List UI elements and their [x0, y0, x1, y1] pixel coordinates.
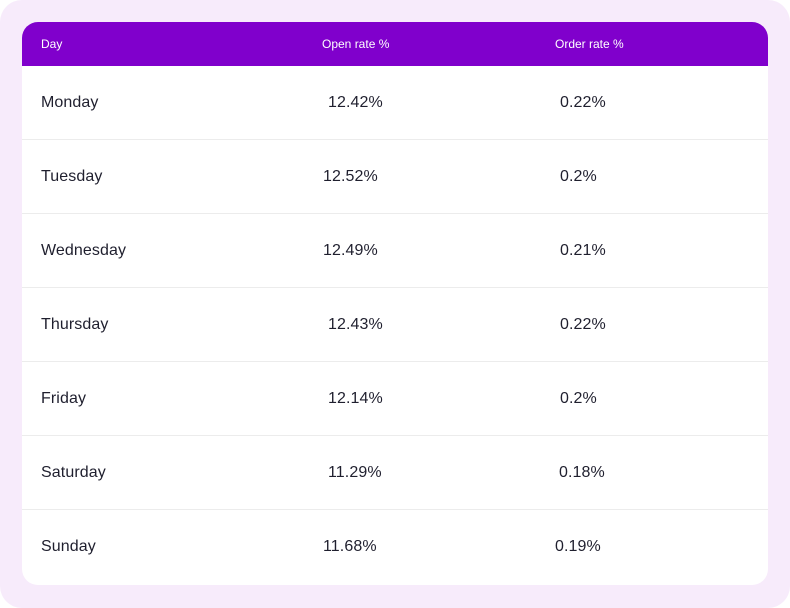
data-table: Day Open rate % Order rate % Monday 12.4… [22, 22, 768, 585]
order-rate-cell: 0.22% [560, 94, 606, 111]
order-rate-cell: 0.2% [560, 390, 597, 407]
table-row: Wednesday 12.49% 0.21% [22, 214, 768, 288]
order-rate-cell: 0.22% [560, 316, 606, 333]
table-row: Thursday 12.43% 0.22% [22, 288, 768, 362]
table-row: Tuesday 12.52% 0.2% [22, 140, 768, 214]
open-rate-cell: 12.49% [323, 242, 378, 259]
order-rate-cell: 0.19% [555, 538, 601, 555]
table-body: Monday 12.42% 0.22% Tuesday 12.52% 0.2% … [22, 66, 768, 584]
day-cell: Monday [41, 94, 99, 111]
day-cell: Friday [41, 390, 87, 407]
table-row: Friday 12.14% 0.2% [22, 362, 768, 436]
column-header-open-rate[interactable]: Open rate % [322, 37, 390, 51]
day-cell: Tuesday [41, 168, 103, 185]
open-rate-cell: 12.14% [328, 390, 383, 407]
open-rate-cell: 11.68% [323, 538, 377, 555]
order-rate-cell: 0.18% [559, 464, 605, 481]
column-header-day[interactable]: Day [41, 37, 63, 51]
day-cell: Thursday [41, 316, 109, 333]
open-rate-cell: 12.52% [323, 168, 378, 185]
day-cell: Sunday [41, 538, 96, 555]
table-row: Saturday 11.29% 0.18% [22, 436, 768, 510]
column-header-order-rate[interactable]: Order rate % [555, 37, 624, 51]
day-cell: Wednesday [41, 242, 127, 259]
order-rate-cell: 0.2% [560, 168, 597, 185]
order-rate-cell: 0.21% [560, 242, 606, 259]
table-row: Monday 12.42% 0.22% [22, 66, 768, 140]
table-header: Day Open rate % Order rate % [22, 22, 768, 66]
table-row: Sunday 11.68% 0.19% [22, 510, 768, 584]
open-rate-cell: 12.43% [328, 316, 383, 333]
day-cell: Saturday [41, 464, 106, 481]
open-rate-cell: 11.29% [328, 464, 382, 481]
open-rate-cell: 12.42% [328, 94, 383, 111]
